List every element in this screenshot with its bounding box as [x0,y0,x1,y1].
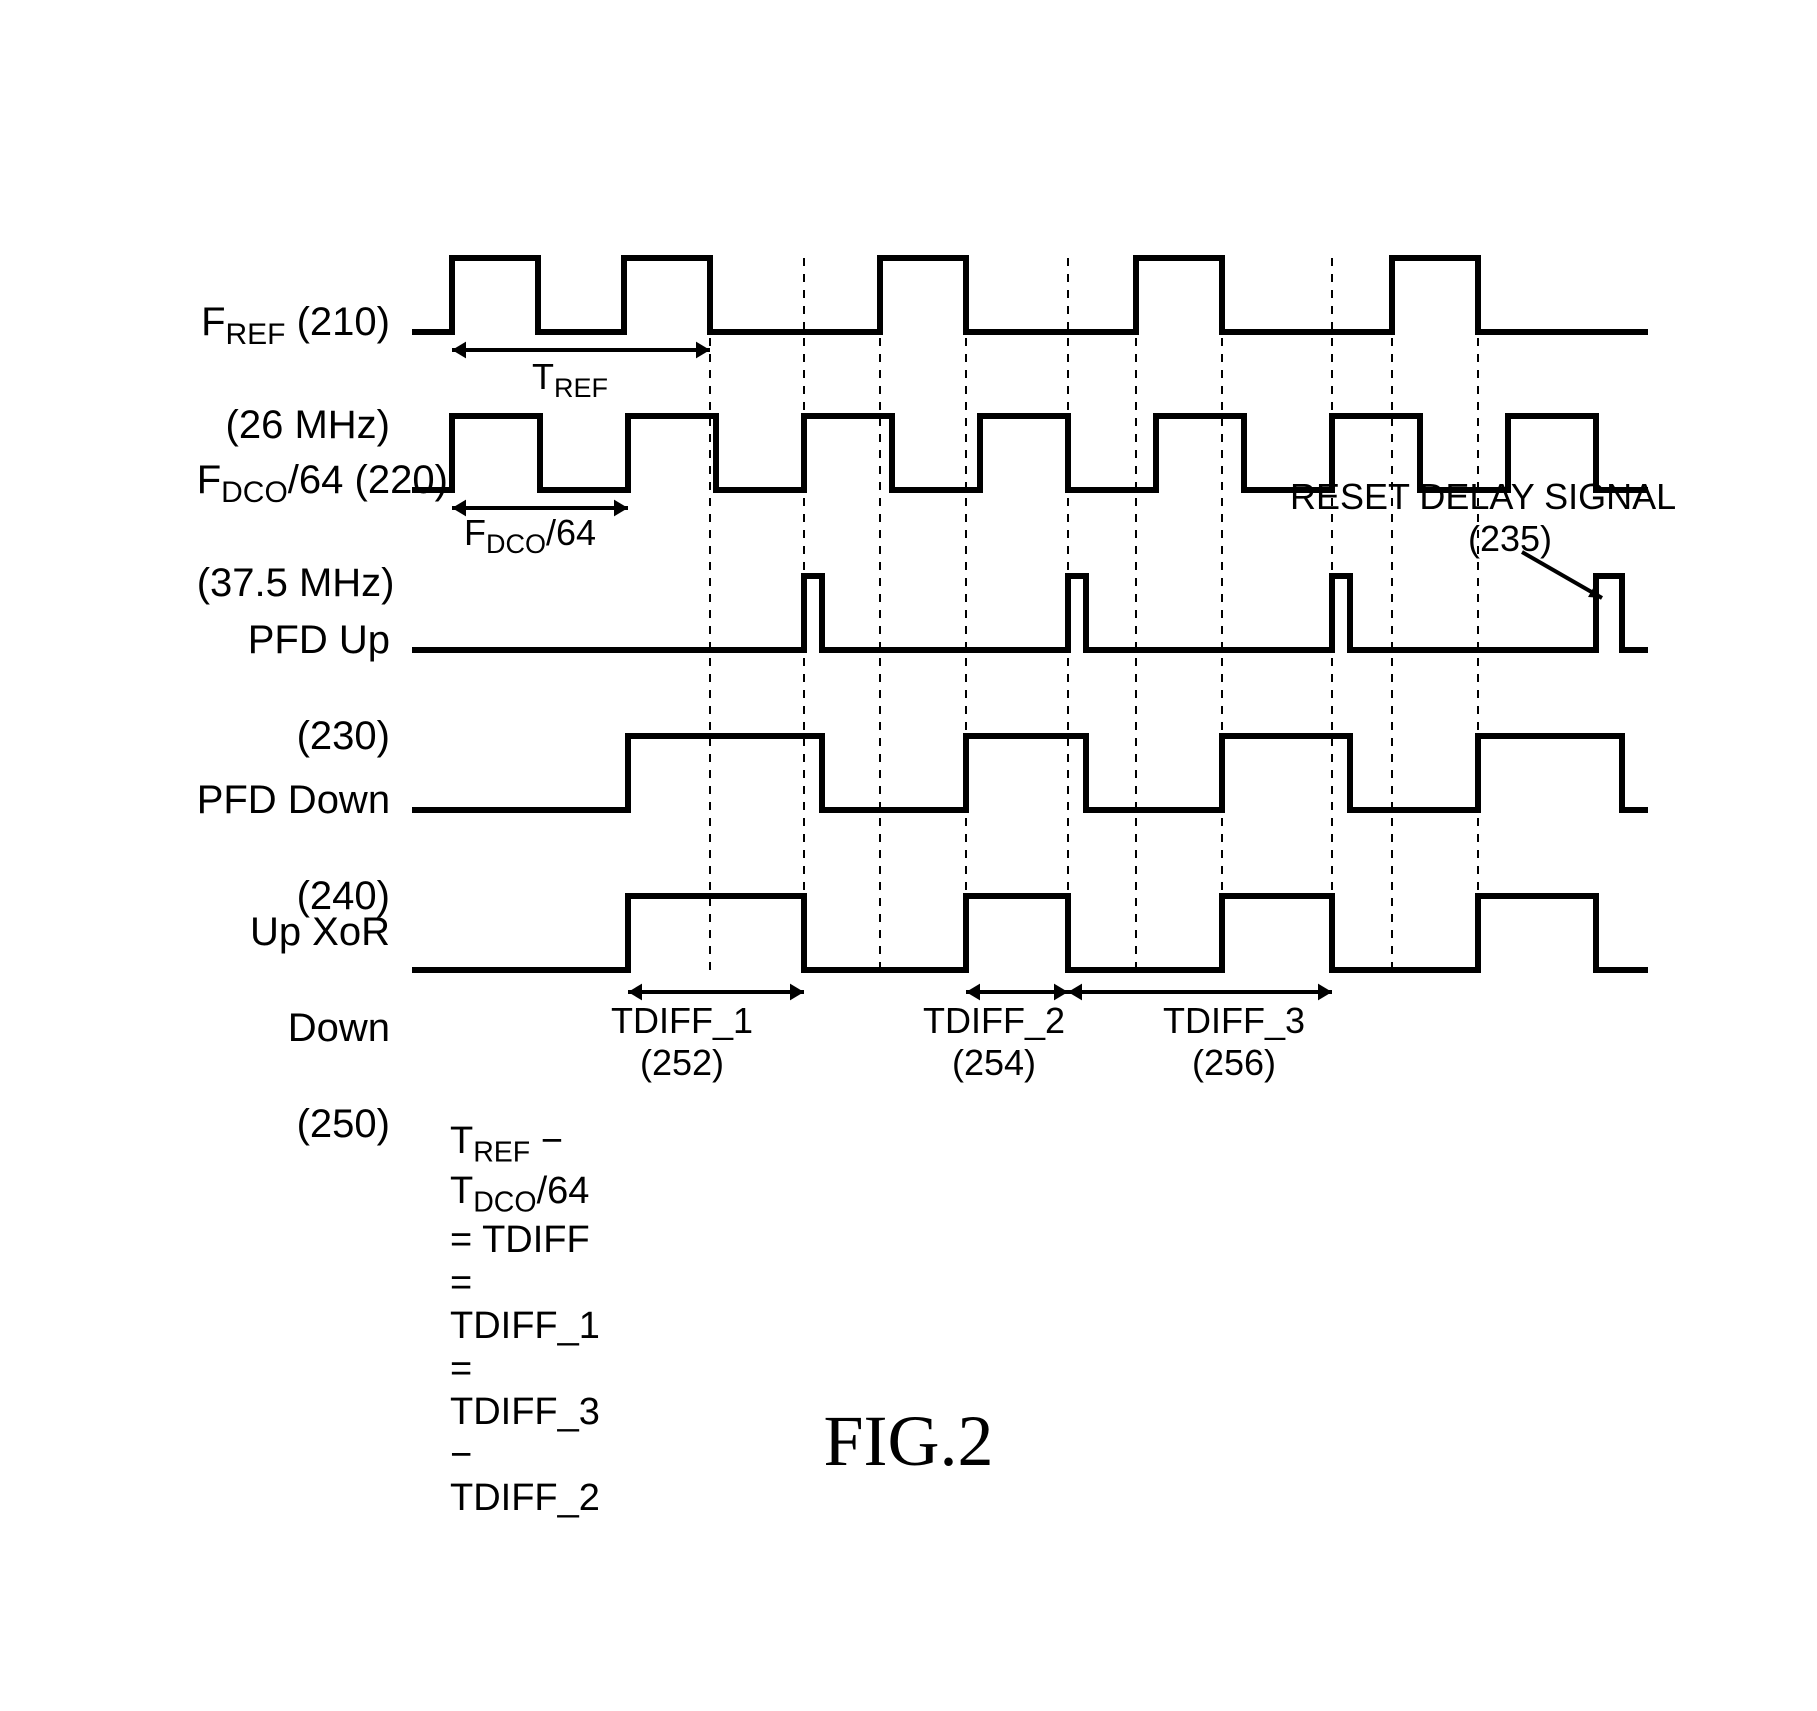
tdiff2-label: TDIFF_2 (254) [894,1000,1094,1084]
tdiff3-label: TDIFF_3 (256) [1124,1000,1344,1084]
fdco64-label: FDCO/64 [420,512,640,560]
label-down-1: PFD Down [197,778,390,822]
page: FREF (210) (26 MHz) FDCO/64 (220) (37.5 … [0,0,1817,1711]
tdiff2-sub: (254) [952,1042,1036,1083]
tdiff1-label: TDIFF_1 (252) [582,1000,782,1084]
label-up-1: PFD Up [248,618,390,662]
label-xor: Up XoR Down (250) [130,860,390,1196]
label-fref-1: FREF (210) [201,300,390,344]
reset-delay-label: RESET DELAY SIGNAL (235) [1290,476,1730,560]
reset-delay-text: RESET DELAY SIGNAL [1290,476,1676,517]
tdiff2-text: TDIFF_2 [923,1000,1065,1041]
tdiff3-text: TDIFF_3 [1163,1000,1305,1041]
reset-delay-sub: (235) [1290,518,1730,560]
label-xor-3: (250) [297,1102,390,1146]
label-xor-1: Up XoR [250,910,390,954]
label-xor-2: Down [288,1006,390,1050]
tdiff3-sub: (256) [1192,1042,1276,1083]
label-fdco-1: FDCO/64 (220) [197,458,448,502]
figure-caption: FIG.2 [0,1400,1817,1483]
tdiff1-text: TDIFF_1 [611,1000,753,1041]
tdiff1-sub: (252) [640,1042,724,1083]
tref-label: TREF [440,356,700,404]
